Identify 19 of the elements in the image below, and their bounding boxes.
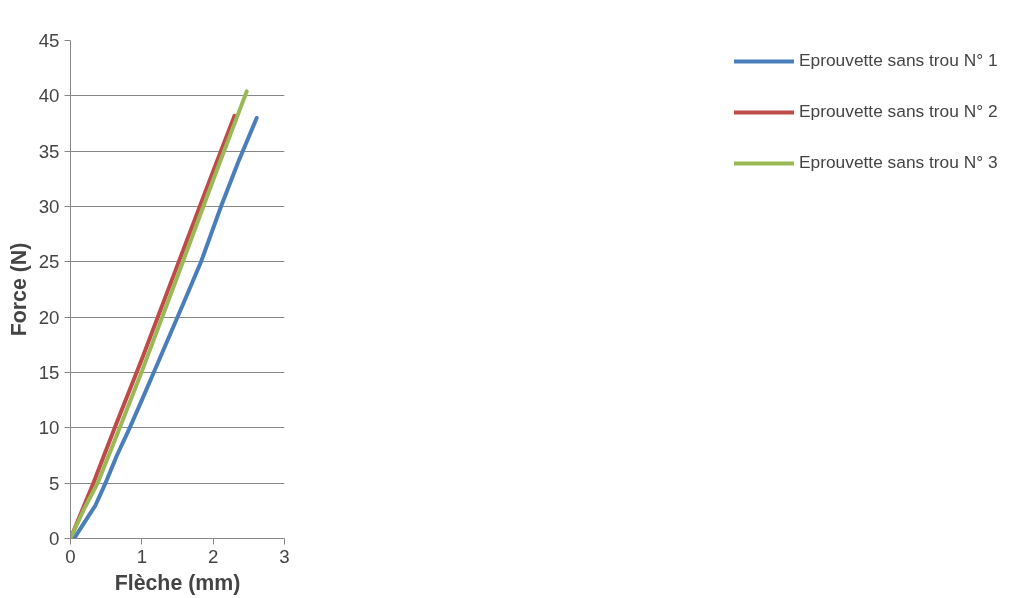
legend-label: Eprouvette sans trou N° 3 [799, 152, 999, 173]
y-tick-label: 25 [38, 251, 60, 273]
x-tick-label: 3 [279, 545, 290, 567]
y-tick-label: 0 [49, 528, 60, 549]
y-tick-label: 45 [38, 30, 60, 51]
y-tick-label: 10 [38, 417, 60, 439]
x-tick-label: 0 [65, 545, 76, 567]
y-axis-title: Force (N) [6, 242, 31, 337]
x-tick-label: 2 [207, 545, 219, 567]
legend-label: Eprouvette sans trou N° 2 [799, 101, 999, 122]
x-tick-label: 1 [136, 545, 148, 567]
y-tick-label: 30 [38, 196, 60, 217]
legend-label: Eprouvette sans trou N° 1 [799, 50, 999, 71]
y-tick-label: 35 [38, 140, 60, 162]
y-tick-label: 5 [49, 472, 60, 494]
x-axis-title: Flèche (mm) [114, 570, 241, 595]
y-tick-label: 40 [38, 85, 60, 107]
y-tick-label: 20 [38, 306, 60, 328]
y-tick-label: 15 [38, 362, 60, 383]
